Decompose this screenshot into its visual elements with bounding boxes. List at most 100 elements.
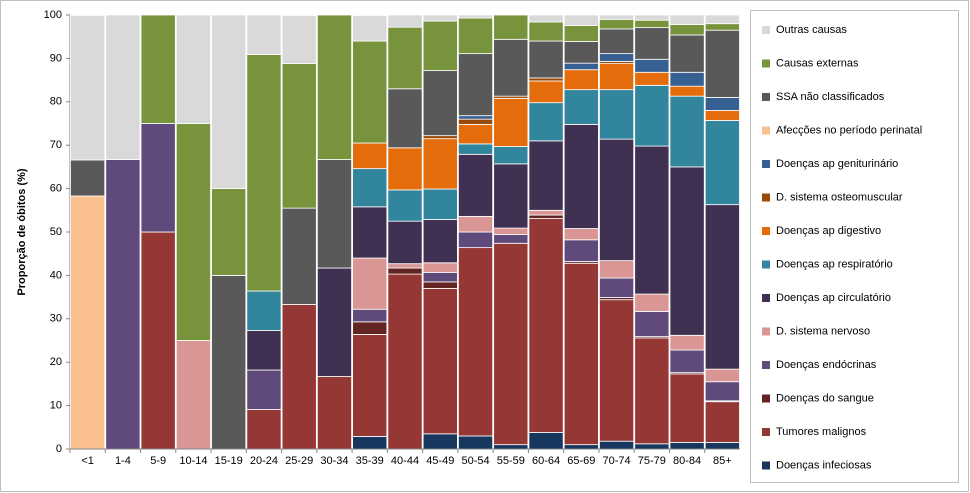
bar-segment (634, 311, 670, 337)
bar-segment (528, 218, 564, 433)
bar-segment (599, 14, 635, 20)
bar-segment (634, 84, 670, 147)
bar-segment (669, 71, 705, 87)
y-tick-label: 100 (44, 9, 62, 21)
bar-segment (422, 271, 458, 283)
bar-segment (422, 14, 458, 22)
bar-segment (352, 334, 388, 437)
bar-segment (634, 337, 670, 445)
x-tick-label: 20-24 (250, 455, 278, 467)
bar-segment (457, 14, 494, 19)
bar-segment (528, 140, 564, 211)
bar-segment (457, 53, 494, 117)
bar-segment (175, 340, 211, 450)
legend-swatch (762, 260, 770, 269)
bar-segment (528, 21, 564, 42)
y-tick-label: 0 (56, 443, 62, 455)
bar-segment (669, 334, 705, 351)
legend-swatch (762, 461, 770, 470)
x-tick-label: 85+ (713, 455, 732, 467)
bar-segment (422, 138, 458, 190)
bar-segment (669, 442, 705, 450)
bar-segment (704, 120, 740, 206)
bar-segment (704, 204, 740, 370)
bar-segment (669, 14, 705, 25)
x-tick-label: 5-9 (150, 455, 166, 467)
bar-segment (563, 239, 599, 262)
bar-segment (352, 168, 388, 208)
bar-segment (669, 373, 705, 443)
bar-segment (599, 18, 635, 30)
bar-segment (457, 247, 494, 437)
legend-label: Doenças infeciosas (776, 459, 872, 471)
bar-segment (246, 369, 282, 410)
bar-segment (563, 89, 599, 125)
bar-segment (105, 159, 141, 450)
legend-swatch (762, 26, 770, 34)
legend-swatch (762, 93, 770, 101)
bar-segment (352, 15, 388, 42)
bar-segment (599, 260, 635, 279)
bar-segment (634, 293, 670, 312)
y-axis-label: Proporção de óbitos (%) (16, 168, 28, 295)
bar-segment (563, 62, 599, 71)
bar-segment (70, 15, 106, 161)
y-tick-label: 20 (50, 356, 62, 368)
x-tick-label: 35-39 (356, 455, 384, 467)
bar-segment (457, 143, 494, 155)
bar-segment (669, 85, 705, 97)
bar-segment (246, 14, 282, 55)
bar-segment (599, 138, 635, 262)
bar-segment (387, 263, 423, 269)
bar-segment (70, 159, 106, 197)
bar-segment (704, 110, 740, 121)
legend-swatch (762, 59, 770, 68)
x-tick-label: 45-49 (426, 455, 454, 467)
bar-segment (457, 115, 494, 120)
y-tick-label: 70 (50, 139, 62, 151)
bar-segment (704, 23, 740, 31)
bar-segment (457, 118, 494, 125)
bar-segment (211, 188, 247, 276)
bar-segment (352, 206, 388, 259)
bar-segment (493, 97, 529, 147)
x-tick-label: 1-4 (115, 455, 131, 467)
bar-segment (316, 376, 353, 450)
bar-segment (422, 433, 458, 450)
bar-segment (352, 40, 388, 144)
bar-segment (599, 440, 635, 450)
bar-segment (422, 70, 458, 137)
bar-segment (704, 401, 740, 443)
bar-segment (140, 123, 176, 233)
bar-segment (493, 227, 529, 236)
x-tick-label: 40-44 (391, 455, 419, 467)
y-tick-label: 30 (50, 313, 62, 325)
bar-segment (599, 299, 635, 442)
y-tick-label: 10 (50, 400, 62, 412)
bar-segment (599, 28, 635, 55)
bar-segment (246, 409, 282, 450)
bar-segment (422, 219, 458, 264)
bar-segment (563, 25, 599, 42)
bar-segment (704, 97, 740, 111)
bar-segment (422, 262, 458, 273)
legend-label: Doenças ap geniturinário (776, 158, 898, 170)
y-tick-label: 40 (50, 269, 62, 281)
bar-segment (387, 147, 423, 191)
legend-box (750, 10, 959, 483)
bar-segment (387, 220, 423, 265)
bar-segment (246, 290, 282, 331)
bar-segment (563, 69, 599, 91)
bar-segment (316, 14, 353, 160)
bar-segment (457, 231, 494, 249)
bar-segment (387, 88, 423, 149)
bar-segment (493, 14, 529, 40)
bar-segment (634, 71, 670, 86)
bar-segment (281, 63, 317, 209)
bar-segment (352, 257, 388, 310)
bar-segment (457, 17, 494, 55)
bar-segment (634, 19, 670, 28)
bar-segment (599, 277, 635, 298)
legend-label: D. sistema osteomuscular (776, 191, 903, 203)
bar-segment (457, 123, 494, 145)
